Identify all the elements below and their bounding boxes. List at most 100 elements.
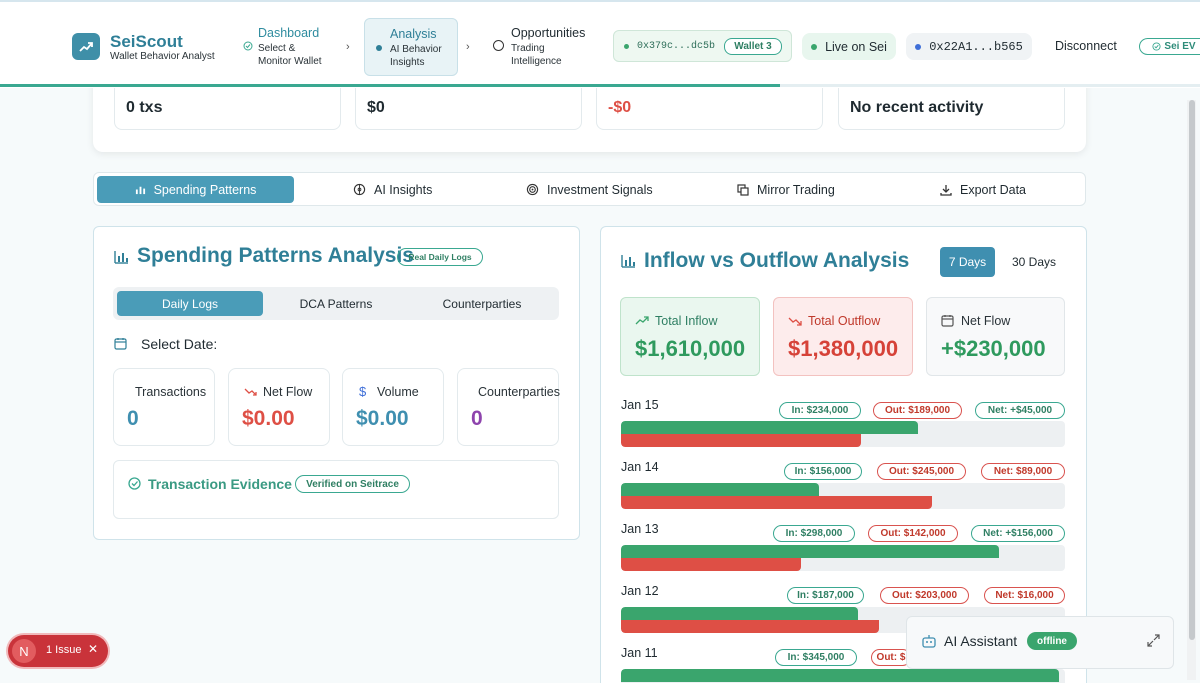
flow-day-date: Jan 14 [621, 460, 659, 474]
net-flow-stat-box: Net Flow $0.00 [228, 368, 330, 446]
step-opportunities[interactable]: Opportunities Trading Intelligence [492, 18, 602, 76]
expand-icon[interactable] [1147, 634, 1160, 647]
step-subtitle: Intelligence [511, 56, 562, 67]
stat-value: 0 [471, 407, 483, 430]
flow-bar-track [621, 545, 1065, 571]
tab-label: Spending Patterns [153, 182, 257, 197]
toggle-7-days[interactable]: 7 Days [940, 247, 995, 277]
check-circle-icon [128, 477, 141, 490]
subtab-counterparties[interactable]: Counterparties [442, 296, 522, 311]
connected-address[interactable]: 0x22A1...b565 [906, 33, 1032, 60]
inflow-bar [621, 545, 999, 558]
step-dashboard[interactable]: Dashboard Select & Monitor Wallet [240, 18, 340, 76]
empty-circle-icon [493, 40, 504, 51]
select-date-label[interactable]: Select Date: [141, 336, 218, 352]
sei-evm-badge[interactable]: Sei EV [1139, 38, 1200, 55]
flow-day-date: Jan 11 [621, 646, 658, 660]
trend-down-icon [244, 387, 257, 397]
inflow-chip: In: $187,000 [787, 587, 864, 604]
status-dot-icon [624, 44, 629, 49]
stat-label: Volume [377, 385, 419, 399]
target-icon [526, 183, 539, 196]
outflow-bar [621, 558, 801, 571]
copy-icon [737, 183, 749, 196]
outflow-chip: Out: $245,000 [877, 463, 966, 480]
flow-day-date: Jan 12 [621, 584, 659, 598]
stat-value: $0.00 [356, 407, 409, 430]
inflow-bar [621, 421, 918, 434]
last-activity-value: No recent activity [850, 99, 984, 116]
stat-label: Net Flow [263, 385, 313, 399]
transactions-stat: Transactions 0 [113, 368, 215, 446]
logo-trend-icon [72, 33, 100, 60]
tab-spending-patterns[interactable]: Spending Patterns [97, 176, 294, 203]
trend-down-icon [788, 316, 802, 326]
ai-assistant-widget[interactable]: AI Assistant offline [906, 616, 1174, 669]
check-circle-icon [243, 41, 253, 51]
step-subtitle: Monitor Wallet [258, 56, 322, 67]
tab-label: Investment Signals [547, 182, 653, 197]
stat-value: $0.00 [242, 407, 295, 430]
real-daily-logs-badge: Real Daily Logs [397, 248, 483, 266]
progress-bar [0, 84, 1200, 87]
inflow-bar [621, 483, 819, 496]
progress-fill [0, 84, 780, 87]
inflow-chip: In: $345,000 [775, 649, 857, 666]
activity-value: 0 txs [126, 99, 163, 116]
inflow-value: $1,610,000 [635, 336, 746, 361]
inflow-bar [621, 607, 858, 620]
active-dot-icon [376, 45, 382, 51]
flow-bar-track [621, 421, 1065, 447]
outflow-chip: Out: $189,000 [873, 402, 962, 419]
outflow-bar [621, 496, 932, 509]
net-chip: Net: +$45,000 [975, 402, 1065, 419]
flow-bar-track [621, 483, 1065, 509]
network-status: Live on Sei [802, 33, 896, 60]
network-status-label: Live on Sei [825, 39, 887, 54]
wallet-selector[interactable]: 0x379c...dc5b Wallet 3 [613, 30, 792, 62]
subtab-dca-patterns[interactable]: DCA Patterns [299, 296, 373, 311]
dollar-icon: $ [359, 384, 367, 399]
inflow-label: Total Inflow [655, 314, 718, 328]
net-value: +$230,000 [941, 336, 1046, 361]
step-title: Analysis [390, 27, 437, 41]
net-chip: Net: $89,000 [981, 463, 1065, 480]
net-chip: Net: +$156,000 [971, 525, 1065, 542]
tab-export-data[interactable]: Export Data [940, 176, 1026, 203]
issues-badge[interactable]: N 1 Issue ✕ [8, 635, 108, 667]
outflow-value: $1,380,000 [788, 336, 899, 361]
toggle-30-days[interactable]: 30 Days [1003, 247, 1065, 277]
step-title: Opportunities [511, 26, 586, 40]
assistant-title: AI Assistant [944, 633, 1018, 649]
disconnect-button[interactable]: Disconnect [1055, 39, 1117, 53]
total-inflow-card: Total Inflow $1,610,000 [620, 297, 760, 376]
outflow-chip: Out: $ [871, 649, 911, 666]
tab-label: AI Insights [374, 182, 433, 197]
subtab-daily-logs[interactable]: Daily Logs [117, 291, 263, 316]
scrollbar-thumb[interactable] [1189, 100, 1195, 640]
wallet-label-badge: Wallet 3 [724, 38, 782, 55]
calendar-icon [941, 314, 954, 327]
tab-investment-signals[interactable]: Investment Signals [526, 176, 653, 203]
stat-value: 0 [127, 407, 139, 430]
flow-day-date: Jan 13 [621, 522, 659, 536]
transaction-evidence-card [113, 460, 559, 519]
flow-title: Inflow vs Outflow Analysis [644, 249, 910, 272]
step-subtitle: Select & [258, 43, 296, 54]
chevron-right-icon: › [466, 41, 470, 53]
net-label: Net Flow [961, 314, 1011, 328]
net-chip: Net: $16,000 [984, 587, 1065, 604]
inflow-chip: In: $298,000 [773, 525, 855, 542]
close-icon[interactable]: ✕ [88, 642, 99, 656]
tab-mirror-trading[interactable]: Mirror Trading [737, 176, 835, 203]
tab-ai-insights[interactable]: AI Insights [353, 176, 432, 203]
inflow-bar [621, 669, 1059, 682]
step-subtitle: Trading [511, 43, 545, 54]
assistant-status-badge: offline [1027, 632, 1077, 650]
verified-badge[interactable]: Verified on Seitrace [295, 475, 410, 493]
tab-label: Export Data [960, 182, 1027, 197]
live-dot-icon [811, 43, 818, 50]
step-analysis[interactable]: Analysis AI Behavior Insights [364, 18, 458, 76]
chevron-right-icon: › [346, 41, 350, 53]
outflow-chip: Out: $142,000 [868, 525, 958, 542]
